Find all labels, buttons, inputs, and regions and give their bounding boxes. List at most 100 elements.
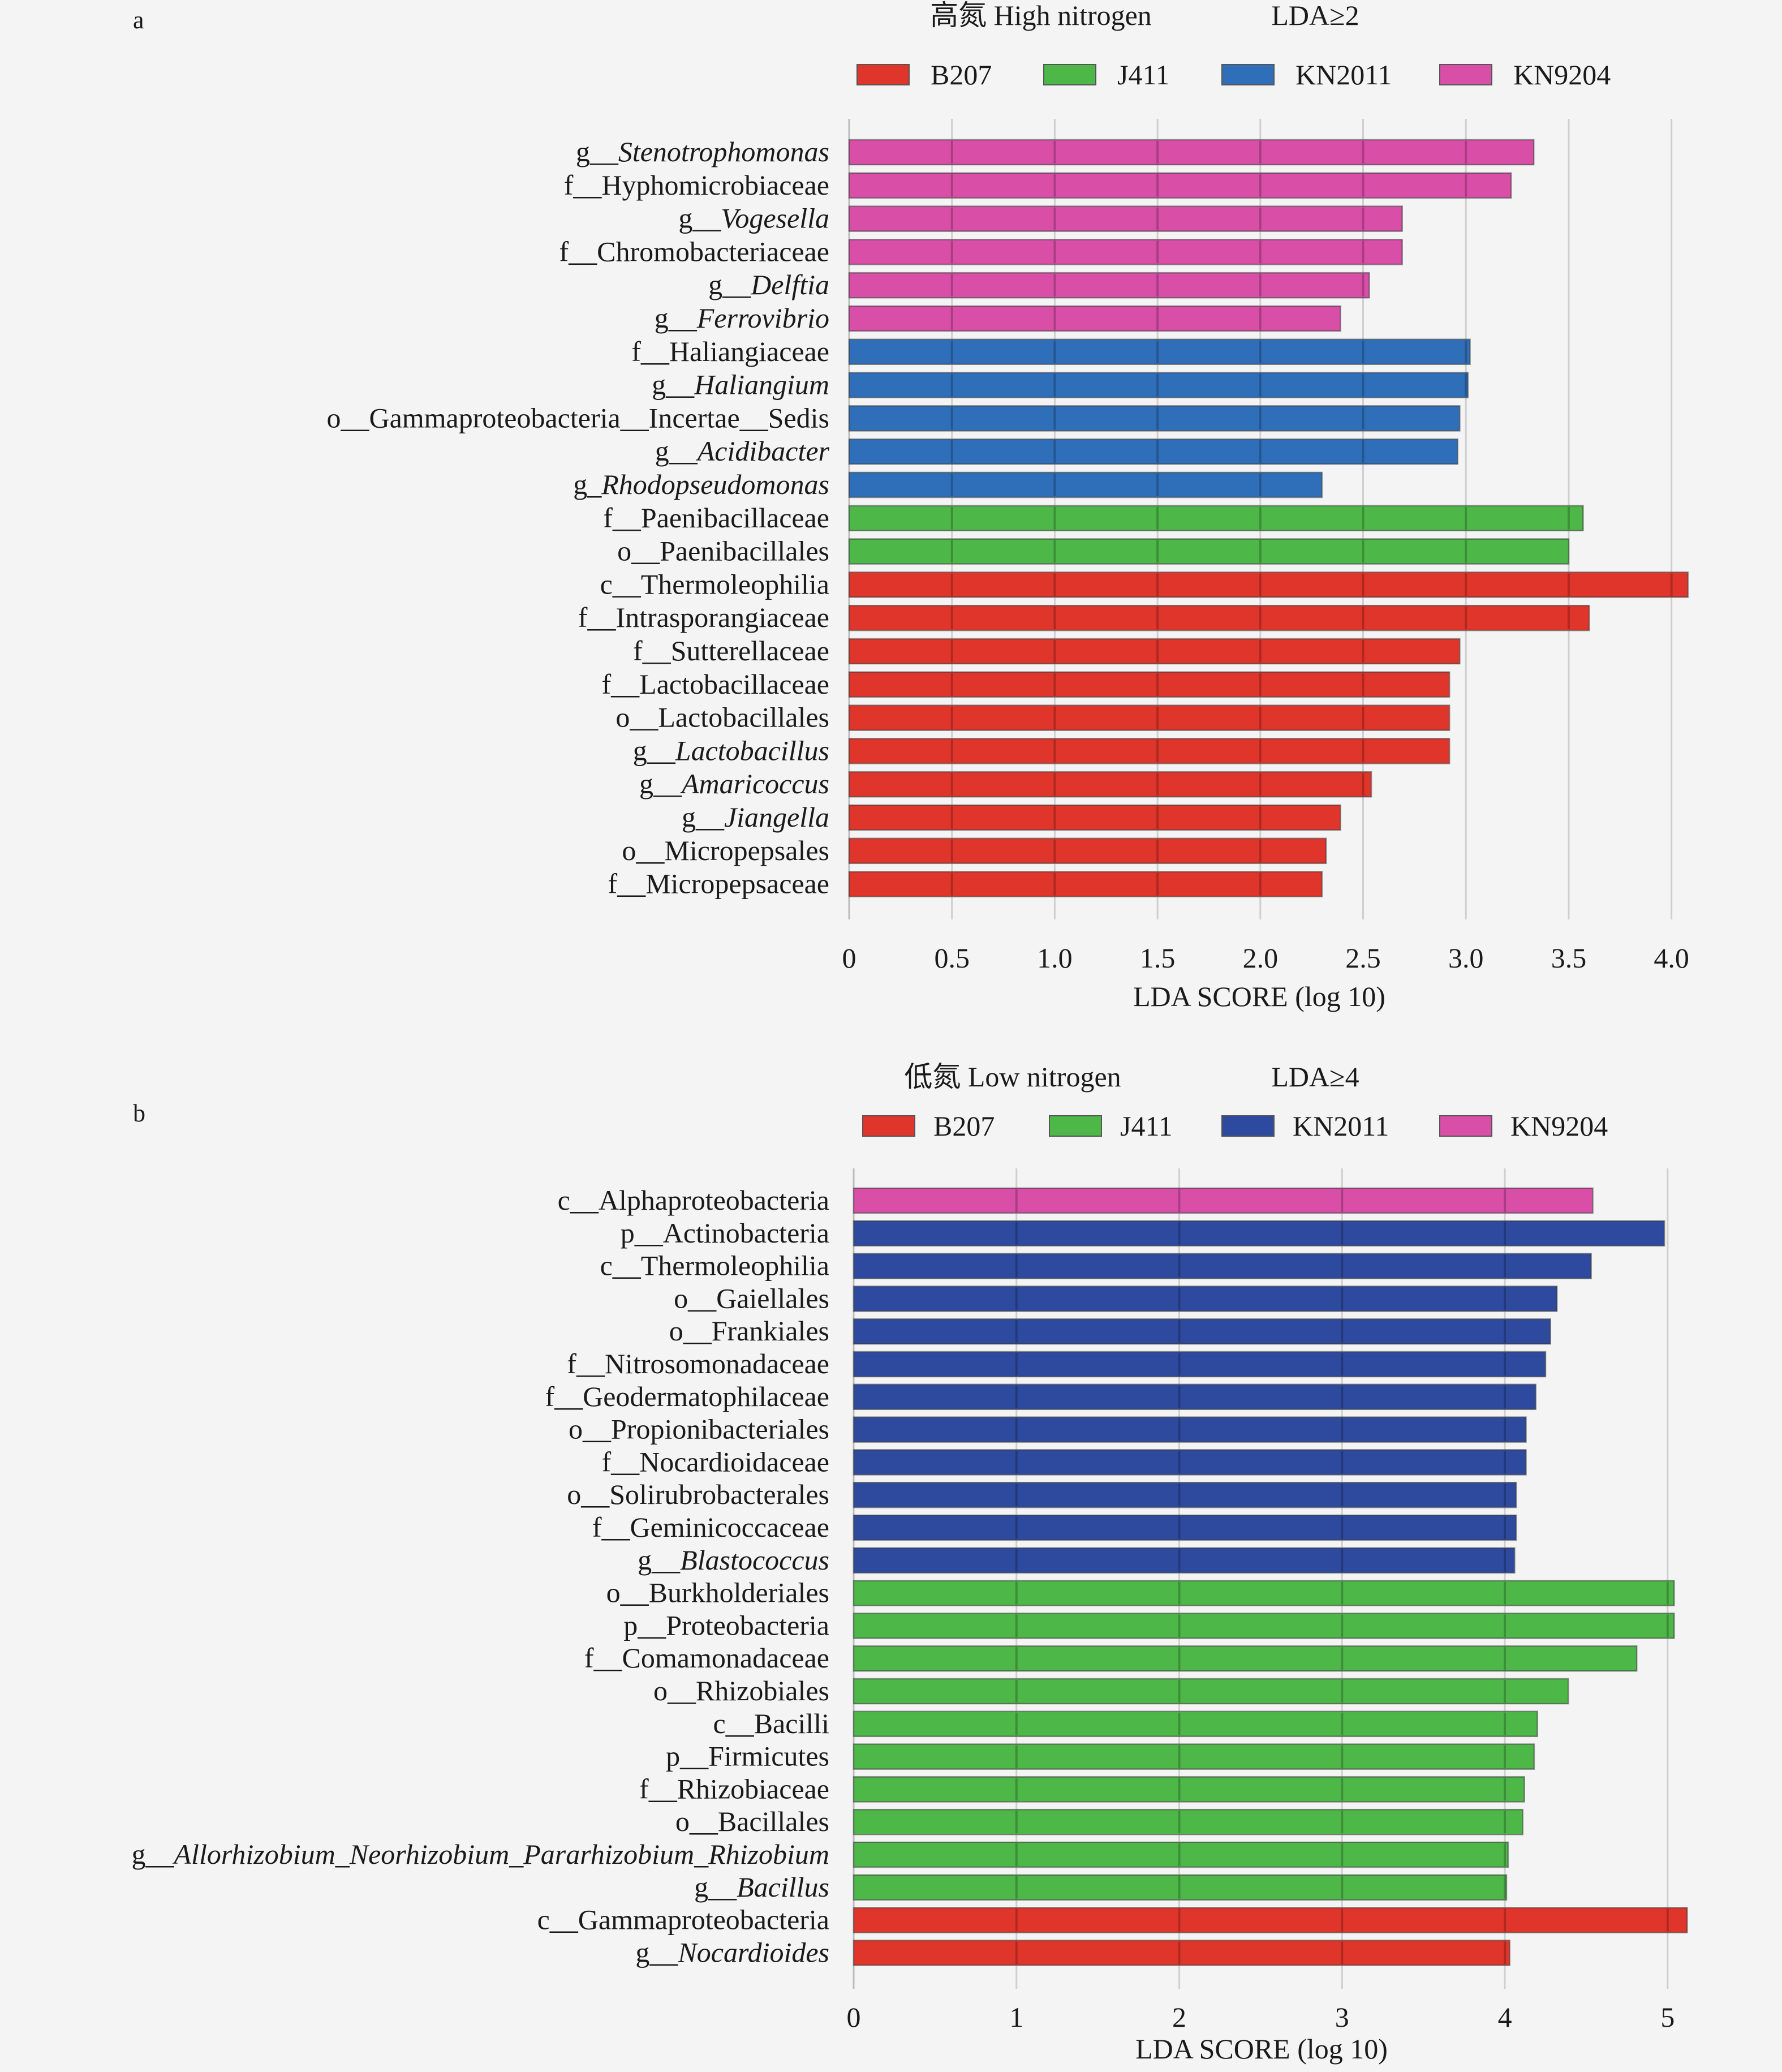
bar-f-chromobacteriaceae <box>848 239 1403 265</box>
category-label: o__Lactobacillales <box>615 702 829 733</box>
taxon-name: Nocardioides <box>677 1936 829 1968</box>
taxon-rank-prefix: g__ <box>576 136 619 167</box>
bar-c-bacilli <box>853 1710 1538 1738</box>
taxon-name: Hyphomicrobiaceae <box>601 169 829 201</box>
chart-title: 低氮 Low nitrogen <box>904 1061 1121 1093</box>
x-tick-label: 2.0 <box>1243 942 1279 974</box>
taxon-name: Thermoleophilia <box>641 1250 829 1282</box>
taxon-name: Vogesella <box>721 203 829 234</box>
taxon-name: Rhizobiaceae <box>677 1773 829 1804</box>
taxon-rank-prefix: g__ <box>652 369 695 401</box>
taxon-name: Amaricoccus <box>680 768 829 799</box>
bar-f-rhizobiaceae <box>853 1776 1525 1803</box>
taxon-rank-prefix: f__ <box>578 601 617 633</box>
bar-f-sutterellaceae <box>848 638 1461 665</box>
taxon-name: Chromobacteriaceae <box>597 235 829 267</box>
category-label: g__Amaricoccus <box>639 768 829 799</box>
taxon-name: Sutterellaceae <box>671 635 829 667</box>
x-tick-label: 1 <box>1009 2001 1023 2033</box>
x-tick-label: 1.0 <box>1037 942 1073 974</box>
taxon-rank-prefix: f__ <box>603 502 642 534</box>
taxon-name: Comamonadaceae <box>622 1642 829 1674</box>
taxon-rank-prefix: c__ <box>713 1708 754 1739</box>
legend-swatch-kn9204 <box>1439 64 1492 85</box>
taxon-name: Paenibacillales <box>660 535 829 567</box>
bar-f-hyphomicrobiaceae <box>848 172 1512 199</box>
category-label: f__Geminicoccaceae <box>592 1511 829 1543</box>
category-label: g__Haliangium <box>652 369 829 401</box>
taxon-rank-prefix: c__ <box>600 568 642 600</box>
taxon-name: Burkholderiales <box>649 1577 829 1609</box>
taxon-rank-prefix: f__ <box>639 1773 678 1804</box>
category-label: g__Acidibacter <box>655 435 830 467</box>
taxon-rank-prefix: f__ <box>559 235 597 267</box>
legend-swatch-b207 <box>856 64 910 85</box>
taxon-name: Proteobacteria <box>666 1609 829 1641</box>
bar-g-jiangella <box>848 804 1341 831</box>
taxon-rank-prefix: o__ <box>669 1315 712 1347</box>
category-label: f__Nitrosomonadaceae <box>567 1348 829 1379</box>
taxon-name: Acidibacter <box>696 435 830 467</box>
taxon-name: Rhizobiales <box>696 1675 829 1706</box>
taxon-rank-prefix: f__ <box>601 1446 640 1477</box>
taxon-rank-prefix: o__ <box>326 402 369 433</box>
taxon-rank-prefix: f__ <box>633 635 672 667</box>
bar-f-nocardioidaceae <box>853 1449 1527 1476</box>
taxon-rank-prefix: f__ <box>602 668 640 700</box>
taxon-rank-prefix: o__ <box>567 1478 610 1510</box>
category-label: g__Allorhizobium_Neorhizobium_Pararhizob… <box>132 1838 829 1870</box>
bar-g-lactobacillus <box>848 738 1450 764</box>
category-label: f__Rhizobiaceae <box>639 1773 829 1804</box>
category-label: o__Paenibacillales <box>617 535 829 567</box>
bar-g-acidibacter <box>848 438 1458 465</box>
lda-threshold-label: LDA≥4 <box>1271 1061 1359 1093</box>
taxon-rank-prefix: g__ <box>132 1838 175 1870</box>
category-label: p__Actinobacteria <box>621 1217 829 1249</box>
category-label: c__Alphaproteobacteria <box>558 1184 829 1216</box>
taxon-name: Lactobacillales <box>658 702 829 733</box>
taxon-rank-prefix: g_ <box>573 468 602 500</box>
bar-p-actinobacteria <box>853 1220 1665 1247</box>
taxon-rank-prefix: g__ <box>694 1871 737 1903</box>
bar-o-gaiellales <box>853 1286 1558 1312</box>
x-tick-label: 0.5 <box>934 942 970 974</box>
x-tick-label: 5 <box>1660 2001 1675 2033</box>
x-tick-label: 3.0 <box>1448 942 1484 974</box>
category-label: o__Gaiellales <box>674 1282 829 1314</box>
bar-c-alphaproteobacteria <box>853 1187 1594 1214</box>
taxon-rank-prefix: o__ <box>615 702 658 733</box>
taxon-rank-prefix: g__ <box>655 435 698 467</box>
taxon-name: Nitrosomonadaceae <box>605 1348 829 1379</box>
legend-swatch-j411 <box>1043 64 1096 85</box>
bar-c-thermoleophilia <box>853 1253 1592 1279</box>
taxon-rank-prefix: f__ <box>608 868 647 900</box>
category-label: f__Intrasporangiaceae <box>578 601 829 633</box>
taxon-rank-prefix: f__ <box>592 1511 631 1543</box>
legend-label-j411: J411 <box>1117 59 1170 91</box>
bar-p-firmicutes <box>853 1743 1535 1770</box>
taxon-rank-prefix: g__ <box>635 1936 678 1968</box>
taxon-rank-prefix: o__ <box>653 1675 696 1706</box>
legend-label-kn9204: KN9204 <box>1513 59 1611 91</box>
bar-f-paenibacillaceae <box>848 505 1584 532</box>
category-label: g__Jiangella <box>682 801 829 833</box>
panel-b: b 低氮 Low nitrogen LDA≥4 B207 J411 KN2011 KN920… <box>132 1061 1688 2065</box>
taxon-rank-prefix: g__ <box>682 801 725 833</box>
taxon-name: Delftia <box>750 269 829 300</box>
taxon-name: Geminicoccaceae <box>630 1511 829 1543</box>
category-label: c__Bacilli <box>713 1708 829 1739</box>
category-label: f__Chromobacteriaceae <box>559 235 829 267</box>
category-label: f__Hyphomicrobiaceae <box>564 169 829 201</box>
lda-threshold-label: LDA≥2 <box>1271 0 1359 31</box>
bar-o-gammaproteobacteria-incertae-sedis <box>848 405 1461 432</box>
taxon-name: Firmicutes <box>708 1740 829 1772</box>
category-label: g__Vogesella <box>678 203 829 234</box>
bar-f-geminicoccaceae <box>853 1514 1517 1541</box>
taxon-name: Thermoleophilia <box>641 568 829 600</box>
legend-label-kn2011: KN2011 <box>1295 59 1392 91</box>
taxon-rank-prefix: f__ <box>567 1348 605 1379</box>
bar-f-intrasporangiaceae <box>848 604 1590 631</box>
taxon-name: Lactobacillaceae <box>639 668 829 700</box>
category-label: p__Proteobacteria <box>623 1609 829 1641</box>
category-label: g_Rhodopseudomonas <box>573 468 829 500</box>
